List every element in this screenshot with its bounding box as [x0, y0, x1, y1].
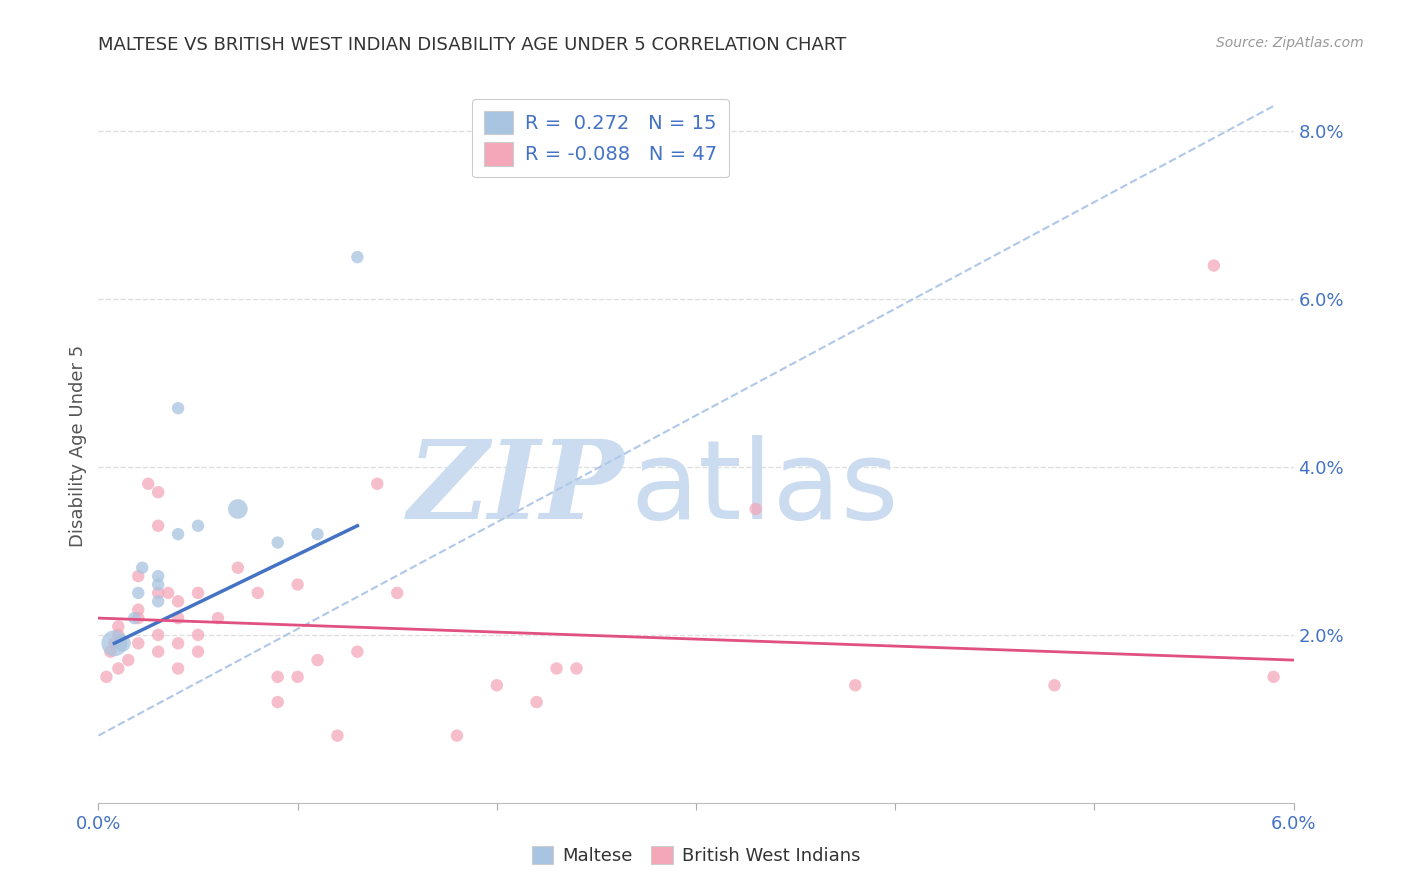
Point — [111, 636, 134, 650]
Point — [148, 485, 170, 500]
Point — [1202, 259, 1225, 273]
Point — [148, 645, 170, 659]
Text: Source: ZipAtlas.com: Source: ZipAtlas.com — [1216, 36, 1364, 50]
Point — [167, 636, 190, 650]
Point — [546, 661, 568, 675]
Point — [346, 250, 368, 264]
Point — [267, 535, 290, 549]
Point — [1043, 678, 1066, 692]
Point — [187, 518, 209, 533]
Point — [187, 645, 209, 659]
Point — [136, 476, 159, 491]
Point — [148, 518, 170, 533]
Point — [103, 636, 125, 650]
Point — [127, 586, 149, 600]
Point — [167, 661, 190, 675]
Point — [207, 611, 229, 625]
Point — [246, 586, 269, 600]
Point — [485, 678, 508, 692]
Point — [844, 678, 866, 692]
Text: ZIP: ZIP — [408, 435, 624, 542]
Point — [267, 695, 290, 709]
Point — [307, 653, 329, 667]
Point — [385, 586, 409, 600]
Point — [167, 594, 190, 608]
Point — [127, 611, 149, 625]
Point — [745, 502, 768, 516]
Point — [117, 653, 139, 667]
Point — [187, 586, 209, 600]
Point — [127, 569, 149, 583]
Point — [346, 645, 368, 659]
Point — [187, 628, 209, 642]
Point — [124, 611, 146, 625]
Point — [148, 577, 170, 591]
Point — [167, 611, 190, 625]
Point — [565, 661, 588, 675]
Point — [226, 560, 249, 574]
Point — [1263, 670, 1285, 684]
Point — [148, 586, 170, 600]
Point — [226, 502, 249, 516]
Text: atlas: atlas — [630, 435, 898, 542]
Point — [131, 560, 153, 574]
Point — [127, 603, 149, 617]
Point — [267, 670, 290, 684]
Point — [148, 594, 170, 608]
Point — [446, 729, 468, 743]
Point — [96, 670, 118, 684]
Point — [107, 661, 129, 675]
Point — [167, 527, 190, 541]
Point — [287, 577, 309, 591]
Point — [157, 586, 180, 600]
Point — [326, 729, 349, 743]
Text: MALTESE VS BRITISH WEST INDIAN DISABILITY AGE UNDER 5 CORRELATION CHART: MALTESE VS BRITISH WEST INDIAN DISABILIT… — [98, 36, 846, 54]
Point — [103, 636, 125, 650]
Point — [107, 628, 129, 642]
Point — [287, 670, 309, 684]
Point — [127, 636, 149, 650]
Y-axis label: Disability Age Under 5: Disability Age Under 5 — [69, 345, 87, 547]
Point — [148, 569, 170, 583]
Point — [366, 476, 388, 491]
Point — [98, 645, 122, 659]
Point — [107, 619, 129, 633]
Point — [307, 527, 329, 541]
Point — [526, 695, 548, 709]
Point — [148, 628, 170, 642]
Point — [167, 401, 190, 416]
Legend: Maltese, British West Indians: Maltese, British West Indians — [524, 838, 868, 872]
